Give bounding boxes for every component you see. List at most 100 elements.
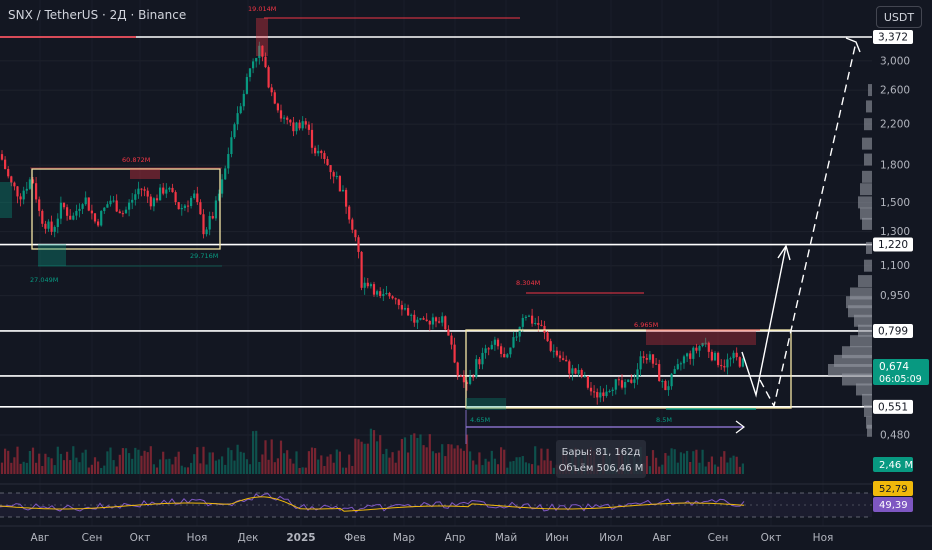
candle-body <box>165 189 168 194</box>
candle-body <box>605 391 608 397</box>
volume-bar <box>7 450 10 474</box>
volume-bar <box>44 453 47 474</box>
candle-body <box>53 227 56 232</box>
range1-bottom-right-volume-label: 29.716M <box>190 252 218 260</box>
volume-bar <box>431 451 434 474</box>
candle-body <box>410 314 413 316</box>
volume-bar <box>252 431 255 474</box>
volume-bar <box>509 461 512 474</box>
y-tick-label: 3,000 <box>880 55 910 67</box>
rsi-badge-label: 49,39 <box>879 500 908 511</box>
price-badges: 0,674 06:05:09 2,46 M 52,79 49,39 <box>873 359 929 512</box>
volume-bar <box>47 457 50 474</box>
candle-body <box>31 179 35 184</box>
candle-body <box>25 188 28 191</box>
candle-body <box>351 219 354 230</box>
time-axis[interactable]: Авг Сен Окт Ноя Дек 2025 Фев Мар Апр Май Июн Июл Авг… <box>0 525 932 544</box>
candle-body <box>199 202 202 215</box>
volume-bar <box>732 455 735 474</box>
candle-body <box>679 363 682 365</box>
range-box-1[interactable] <box>31 168 221 250</box>
candle-body <box>689 353 692 359</box>
last-price-label: 0,674 <box>879 361 909 373</box>
candle-body <box>348 206 351 220</box>
candle-body <box>608 390 611 392</box>
candle-body <box>19 196 22 200</box>
volume-profile-bar <box>864 118 872 131</box>
candle-body <box>648 354 651 360</box>
volume-bar <box>22 461 25 474</box>
volume-bar <box>692 451 695 474</box>
volume-bar <box>66 451 69 474</box>
volume-bar <box>323 465 326 474</box>
volume-bar <box>363 443 366 474</box>
candle-body <box>357 237 360 252</box>
volume-bar <box>0 462 4 474</box>
candle-body <box>0 154 4 160</box>
candle-body <box>562 358 565 360</box>
candle-body <box>388 292 391 297</box>
currency-badge[interactable]: USDT <box>876 6 922 28</box>
range-box-2[interactable] <box>465 329 792 409</box>
volume-profile-bar <box>846 296 872 309</box>
candle-body <box>385 292 388 295</box>
candle-body <box>509 347 512 355</box>
candle-body <box>627 379 630 383</box>
symbol-title[interactable]: SNX / TetherUS · 2Д · Binance <box>8 8 187 22</box>
range2-top-left-volume-label: 8.304M <box>516 279 540 287</box>
volume-bar <box>143 450 146 474</box>
horizontal-levels[interactable] <box>0 36 872 408</box>
candle-body <box>729 358 732 360</box>
volume-bar <box>314 448 317 474</box>
volume-bar <box>326 456 329 474</box>
chart-grid <box>0 60 872 436</box>
volume-bar <box>97 461 100 474</box>
volume-bar <box>540 448 543 474</box>
candle-body <box>366 282 369 287</box>
candle-body <box>614 379 617 390</box>
volume-profile-bar <box>862 170 872 183</box>
candle-body <box>273 92 276 104</box>
volume-bar <box>372 430 376 474</box>
volume-bar <box>124 448 128 474</box>
candle-body <box>242 93 245 107</box>
candle-body <box>270 87 273 93</box>
candle-body <box>717 352 720 366</box>
volume-bar <box>171 464 174 474</box>
volume-bar <box>230 450 233 474</box>
volume-bar <box>177 451 180 474</box>
candle-body <box>512 337 515 348</box>
candle-body <box>264 56 267 68</box>
candle-body <box>28 179 31 189</box>
volume-profile-bar <box>866 241 872 254</box>
volume-bar <box>521 456 524 474</box>
volume-bar <box>385 448 388 474</box>
volume-bar <box>549 460 552 474</box>
countdown-label: 06:05:09 <box>879 374 922 385</box>
candle-body <box>441 316 444 323</box>
volume-bar <box>109 447 112 474</box>
candle-body <box>202 214 205 235</box>
peak-zone <box>256 18 268 56</box>
candlestick-series <box>0 41 744 405</box>
rsi-ma-line <box>0 496 745 512</box>
candle-body <box>41 210 44 224</box>
candle-body <box>72 215 75 220</box>
x-tick-label: 2025 <box>286 532 315 544</box>
candle-body <box>515 336 518 338</box>
volume-profile-bar <box>862 217 872 230</box>
candle-body <box>720 365 723 367</box>
measure-volume-label: Объём 506,46 M <box>559 463 644 474</box>
volume-bar <box>81 452 84 474</box>
volume-profile-bar <box>858 324 872 337</box>
candle-body <box>735 352 738 358</box>
x-tick-label: Окт <box>130 532 151 544</box>
candle-body <box>75 210 78 216</box>
volume-bar <box>515 457 518 474</box>
drawings[interactable] <box>0 17 861 478</box>
candle-body <box>363 282 366 288</box>
candle-body <box>503 353 506 358</box>
candle-body <box>112 200 115 202</box>
volume-bar <box>527 463 531 474</box>
